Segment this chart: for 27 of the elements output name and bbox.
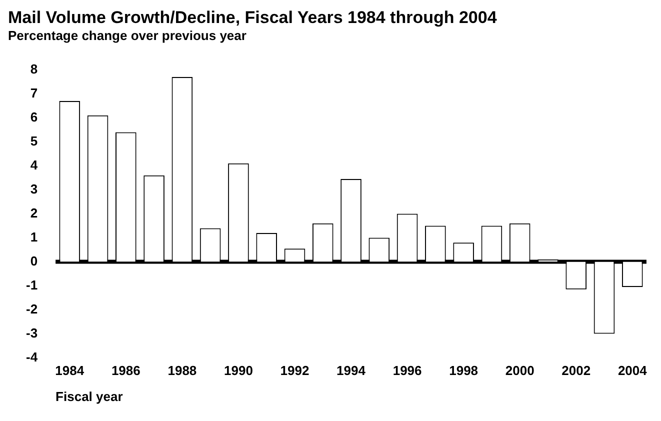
y-tick-label: -1	[26, 277, 38, 292]
y-tick-label: 1	[30, 229, 38, 244]
y-tick-label: 7	[30, 85, 38, 100]
y-tick-label: 2	[30, 205, 38, 220]
y-tick-label: -3	[26, 325, 38, 340]
x-tick-label: 1992	[280, 363, 310, 378]
x-tick-label: 1988	[168, 363, 197, 378]
chart-title: Mail Volume Growth/Decline, Fiscal Years 1984 through 2004	[8, 8, 498, 28]
x-tick-label: 1996	[392, 363, 422, 378]
x-axis-title: Fiscal year	[56, 388, 123, 404]
y-tick-label: 6	[30, 109, 38, 124]
y-tick-label: 3	[30, 181, 38, 196]
x-tick-label: 2004	[618, 363, 648, 378]
x-tick-label: 1990	[224, 363, 253, 378]
y-tick-label: 5	[30, 133, 38, 148]
x-tick-label: 1986	[111, 363, 140, 378]
x-tick-label: 1994	[336, 363, 366, 378]
x-tick-label: 1998	[449, 363, 478, 378]
chart-subtitle: Percentage change over previous year	[8, 28, 248, 44]
x-tick-label: 2002	[562, 363, 591, 378]
y-tick-label: 4	[30, 157, 38, 172]
x-tick-label: 2000	[505, 363, 534, 378]
y-tick-label: 8	[30, 61, 38, 76]
y-tick-label: 0	[30, 253, 38, 268]
y-tick-label: -4	[26, 349, 38, 364]
x-tick-label: 1984	[55, 363, 85, 378]
y-tick-label: -2	[26, 301, 38, 316]
